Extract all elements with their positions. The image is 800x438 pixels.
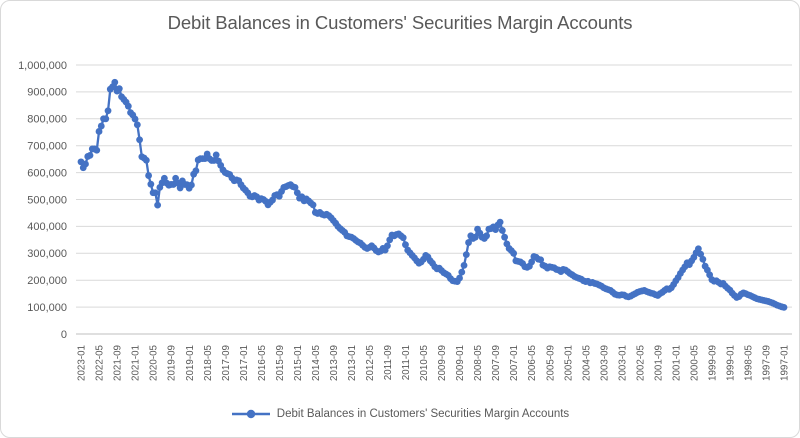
x-tick-label: 2017-01 <box>239 345 250 381</box>
y-tick-label: 700,000 <box>27 141 67 153</box>
x-tick-label: 2010-05 <box>419 344 430 381</box>
x-tick-label: 2014-05 <box>311 344 322 381</box>
y-axis-tick-labels: 0 100,000 200,000 300,000 400,000 500,000 600,… <box>18 60 67 341</box>
x-tick-label: 2003-01 <box>617 345 628 381</box>
x-tick-label: 2005-09 <box>545 345 556 381</box>
x-tick-label: 2019-01 <box>185 345 196 381</box>
x-tick-label: 2001-09 <box>653 345 664 381</box>
x-axis-tick-labels: 2023-01 2022-05 2021-09 2021-01 2020-05 2019-… <box>77 344 791 381</box>
y-tick-label: 500,000 <box>27 194 67 206</box>
x-tick-label: 2009-09 <box>437 345 448 381</box>
y-gridlines <box>76 64 792 335</box>
x-tick-label: 2007-01 <box>509 345 520 381</box>
x-tick-label: 2022-05 <box>95 344 106 381</box>
x-tick-label: 1997-09 <box>762 345 773 381</box>
x-tick-label: 1999-01 <box>726 345 737 381</box>
legend-line-marker-icon <box>231 409 270 419</box>
legend: Debit Balances in Customers' Securities … <box>1 405 799 423</box>
y-tick-label: 200,000 <box>27 275 67 287</box>
x-tick-label: 2013-01 <box>347 345 358 381</box>
x-tick-label: 2019-09 <box>167 345 178 381</box>
x-tick-label: 2009-01 <box>455 345 466 381</box>
y-tick-label: 1,000,000 <box>18 60 67 72</box>
x-tick-label: 2021-09 <box>113 345 124 381</box>
x-tick-label: 2011-01 <box>401 345 412 380</box>
y-tick-label: 800,000 <box>27 114 67 126</box>
y-tick-label: 100,000 <box>27 302 67 314</box>
x-tick-label: 2008-05 <box>473 344 484 381</box>
x-tick-label: 2006-05 <box>527 344 538 381</box>
x-tick-label: 1998-05 <box>744 344 755 381</box>
x-tick-label: 2011-09 <box>383 345 394 380</box>
y-tick-label: 400,000 <box>27 221 67 233</box>
chart-title: Debit Balances in Customers' Securities … <box>167 12 633 33</box>
x-tick-label: 2000-05 <box>690 344 701 381</box>
x-tick-label: 1999-09 <box>708 345 719 381</box>
legend-label: Debit Balances in Customers' Securities … <box>276 408 570 420</box>
x-tick-label: 2021-01 <box>131 345 142 381</box>
y-tick-label: 900,000 <box>27 87 67 99</box>
x-tick-label: 2001-01 <box>671 345 682 381</box>
y-tick-label: 600,000 <box>27 167 67 179</box>
x-tick-label: 2015-01 <box>293 345 304 381</box>
x-tick-label: 2016-05 <box>257 344 268 381</box>
y-tick-label: 0 <box>61 329 67 341</box>
x-tick-label: 2005-01 <box>563 345 574 381</box>
x-tick-label: 2013-09 <box>329 345 340 381</box>
series-markers <box>77 78 788 311</box>
x-tick-label: 2004-05 <box>581 344 592 381</box>
x-tick-label: 2018-05 <box>203 344 214 381</box>
x-tick-label: 2007-09 <box>491 345 502 381</box>
x-tick-label: 2003-09 <box>599 345 610 381</box>
x-tick-label: 2020-05 <box>149 344 160 381</box>
y-tick-label: 300,000 <box>27 248 67 260</box>
x-tick-label: 2002-05 <box>635 344 646 381</box>
x-tick-label: 2023-01 <box>77 345 88 381</box>
x-tick-label: 2017-09 <box>221 345 232 381</box>
x-tick-label: 2012-05 <box>365 344 376 381</box>
x-tick-label: 2015-09 <box>275 345 286 381</box>
x-tick-label: 1997-01 <box>780 345 791 381</box>
